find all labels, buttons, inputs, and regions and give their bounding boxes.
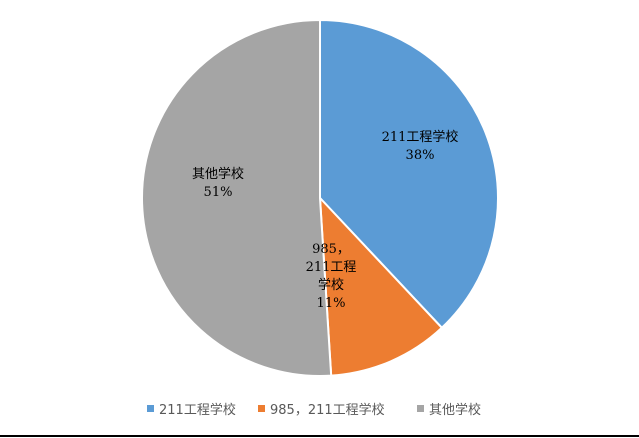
data-label-2: 985， 211工程学校 11% bbox=[306, 242, 357, 311]
bottom-border bbox=[0, 435, 639, 437]
legend-swatch-2 bbox=[258, 405, 265, 412]
data-label-1: 211工程学校 38% bbox=[382, 129, 459, 163]
pie-slice-3 bbox=[141, 18, 333, 377]
legend-label-1: 211工程学校 bbox=[159, 402, 236, 418]
pie-slice-2 bbox=[318, 195, 444, 377]
pie-slice-1 bbox=[319, 18, 499, 330]
legend-swatch-3 bbox=[417, 405, 424, 412]
data-label-3: 其他学校 51% bbox=[192, 166, 244, 200]
legend-label-2: 985，211工程学校 bbox=[270, 402, 385, 418]
legend-label-3: 其他学校 bbox=[429, 402, 481, 418]
legend-swatch-1 bbox=[147, 405, 154, 412]
